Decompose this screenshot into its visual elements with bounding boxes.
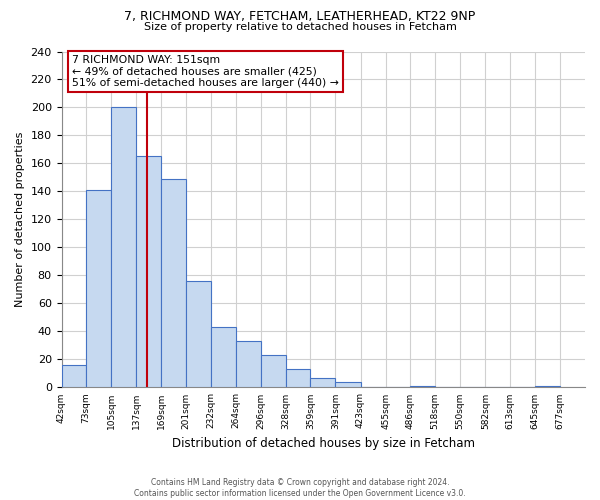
Bar [161, 179, 187, 388]
Bar [335, 382, 361, 388]
Bar [535, 386, 560, 388]
Bar [111, 108, 136, 388]
Text: Size of property relative to detached houses in Fetcham: Size of property relative to detached ho… [143, 22, 457, 32]
Bar [310, 378, 335, 388]
Y-axis label: Number of detached properties: Number of detached properties [15, 132, 25, 307]
Bar [261, 355, 286, 388]
Bar [286, 369, 310, 388]
Text: 7 RICHMOND WAY: 151sqm
← 49% of detached houses are smaller (425)
51% of semi-de: 7 RICHMOND WAY: 151sqm ← 49% of detached… [72, 55, 339, 88]
Bar [187, 281, 211, 388]
Text: Contains HM Land Registry data © Crown copyright and database right 2024.
Contai: Contains HM Land Registry data © Crown c… [134, 478, 466, 498]
Bar [236, 341, 261, 388]
Bar [62, 365, 86, 388]
Bar [211, 327, 236, 388]
Bar [136, 156, 161, 388]
Bar [410, 386, 435, 388]
Text: 7, RICHMOND WAY, FETCHAM, LEATHERHEAD, KT22 9NP: 7, RICHMOND WAY, FETCHAM, LEATHERHEAD, K… [124, 10, 476, 23]
Bar [86, 190, 111, 388]
X-axis label: Distribution of detached houses by size in Fetcham: Distribution of detached houses by size … [172, 437, 475, 450]
